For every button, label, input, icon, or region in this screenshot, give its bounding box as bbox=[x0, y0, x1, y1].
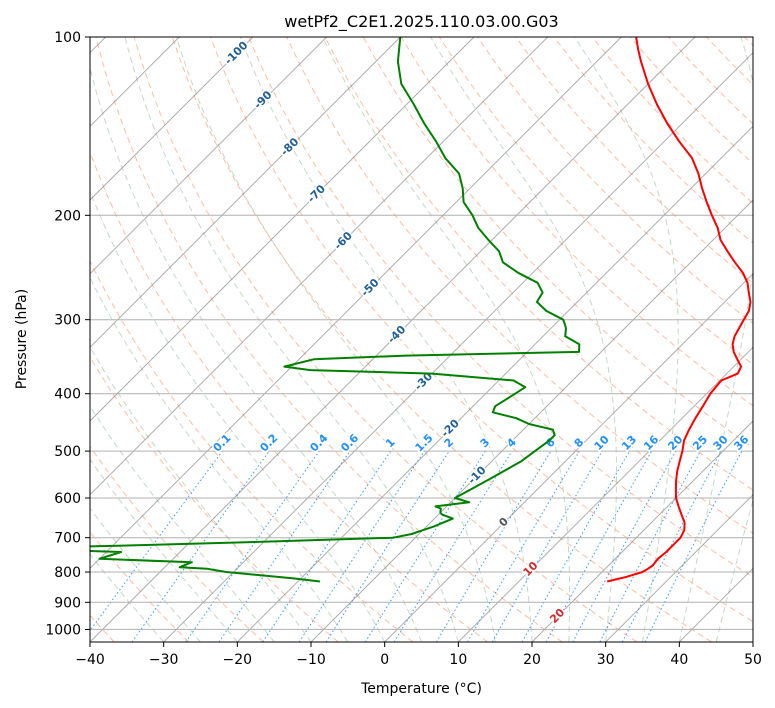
moist-adiabat-line bbox=[239, 37, 533, 642]
mixing-ratio-line bbox=[298, 450, 425, 642]
moist-adiabat-line bbox=[90, 65, 422, 642]
x-tick-label: 10 bbox=[449, 652, 467, 668]
mixing-ratio-line bbox=[262, 450, 392, 642]
x-tick-label: −20 bbox=[223, 652, 253, 668]
temperature-trace bbox=[606, 37, 752, 583]
x-tick-label: 40 bbox=[670, 652, 688, 668]
dry-adiabat-line bbox=[133, 37, 638, 642]
dry-adiabat-line bbox=[210, 37, 753, 623]
moist-adiabat-line bbox=[678, 37, 753, 642]
isotherm-line bbox=[90, 37, 401, 349]
mixing-ratio-line bbox=[218, 450, 351, 642]
sounding-traces bbox=[90, 37, 752, 583]
dry-adiabat-line bbox=[515, 37, 753, 284]
y-axis-title: Pressure (hPa) bbox=[14, 289, 30, 389]
dry-adiabat-line bbox=[95, 37, 563, 642]
isotherm-line bbox=[310, 199, 753, 642]
mixing-ratio-line bbox=[325, 450, 450, 642]
x-tick-label: 30 bbox=[597, 652, 615, 668]
y-tick-label: 200 bbox=[54, 208, 81, 224]
dry-adiabat-line bbox=[90, 259, 414, 642]
isotherm-line bbox=[90, 37, 475, 422]
x-tick-label: 20 bbox=[523, 652, 541, 668]
isotherm-line bbox=[90, 37, 622, 570]
y-axis: 100 200 300 400 500 600 700 800 900 1000 bbox=[45, 30, 90, 638]
y-tick-label: 400 bbox=[54, 387, 81, 403]
x-axis: −40 −30 −20 −10 0 10 20 30 40 50 bbox=[75, 642, 762, 668]
y-tick-label: 500 bbox=[54, 444, 81, 460]
moist-adiabat-line bbox=[90, 507, 201, 642]
moist-adiabat-line bbox=[90, 276, 349, 642]
moist-adiabat-line bbox=[175, 37, 496, 642]
isotherm-line bbox=[236, 125, 753, 642]
x-tick-label: −30 bbox=[149, 652, 179, 668]
isotherm-line bbox=[457, 346, 753, 642]
x-tick-label: 0 bbox=[380, 652, 389, 668]
moist-adiabat-line bbox=[90, 189, 386, 642]
dry-adiabat-line bbox=[248, 37, 753, 578]
moist-adiabat-line bbox=[90, 405, 275, 642]
dry-adiabat-line bbox=[90, 356, 339, 642]
isotherm-line bbox=[531, 420, 753, 642]
isotherm-line bbox=[384, 272, 753, 642]
moist-adiabat-line bbox=[322, 37, 571, 642]
y-tick-label: 700 bbox=[54, 531, 81, 547]
y-tick-label: 600 bbox=[54, 491, 81, 507]
mixing-ratio-line bbox=[90, 450, 223, 632]
dry-adiabat-line bbox=[286, 37, 753, 534]
moist-adiabat-line bbox=[574, 37, 679, 642]
dewpoint-trace bbox=[90, 37, 581, 583]
mixing-ratio-line bbox=[185, 450, 320, 642]
isotherm-line bbox=[90, 37, 549, 496]
dry-adiabat-line bbox=[171, 37, 712, 642]
moist-adiabat-line bbox=[90, 458, 238, 642]
plot-frame bbox=[89, 36, 754, 643]
dry-adiabat-line bbox=[324, 37, 753, 491]
dry-adiabat-line bbox=[90, 445, 264, 642]
isotherm-line bbox=[90, 37, 696, 642]
y-tick-label: 900 bbox=[54, 595, 81, 611]
mixing-ratio-line bbox=[545, 450, 653, 642]
pressure-gridlines bbox=[90, 37, 753, 630]
mixing-ratio-line bbox=[644, 450, 743, 642]
mixing-ratio-line bbox=[393, 450, 513, 642]
isotherm-line bbox=[90, 37, 254, 201]
x-axis-title: Temperature (°C) bbox=[360, 681, 482, 697]
moist-adiabat-line bbox=[90, 553, 165, 642]
x-tick-label: 50 bbox=[744, 652, 762, 668]
mixing-ratio-line bbox=[572, 450, 677, 642]
isotherm-line bbox=[90, 37, 328, 275]
mixing-ratio-lines bbox=[90, 450, 743, 642]
mixing-ratio-line bbox=[521, 450, 630, 642]
y-tick-label: 300 bbox=[54, 313, 81, 329]
y-tick-label: 1000 bbox=[45, 622, 81, 638]
dry-adiabats bbox=[90, 37, 753, 642]
chart-title: wetPf2_C2E1.2025.110.03.00.G03 bbox=[284, 12, 558, 32]
moist-adiabat-line bbox=[430, 37, 617, 642]
isotherm-line bbox=[605, 493, 753, 642]
y-tick-label: 100 bbox=[54, 30, 81, 46]
x-tick-label: −10 bbox=[296, 652, 326, 668]
x-tick-label: −40 bbox=[75, 652, 105, 668]
y-tick-label: 800 bbox=[54, 565, 81, 581]
moist-adiabat-line bbox=[124, 37, 459, 642]
moist-adiabat-line bbox=[715, 498, 753, 642]
